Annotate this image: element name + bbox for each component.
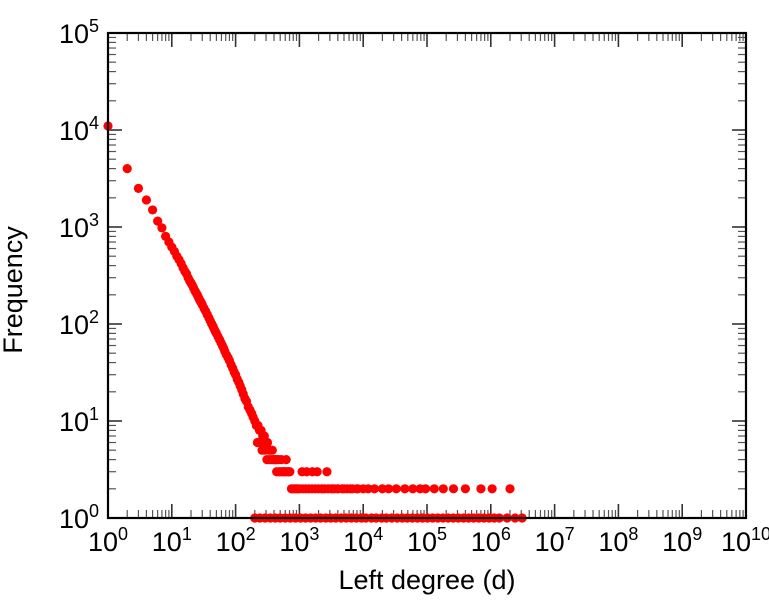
y-tick-label: 101: [59, 404, 99, 437]
x-tick-label: 102: [216, 524, 256, 557]
plot-frame-box: [106, 31, 748, 520]
x-axis-title: Left degree (d): [338, 565, 515, 595]
minor-tick-marks: [108, 33, 746, 518]
x-tick-label: 1010: [721, 524, 769, 557]
x-tick-label: 107: [535, 524, 575, 557]
x-tick-label: 105: [407, 524, 447, 557]
x-tick-label: 104: [343, 524, 383, 557]
x-tick-label: 108: [598, 524, 638, 557]
y-tick-label: 104: [59, 113, 99, 146]
y-axis-tick-labels: 100 101 102 103 104 105: [59, 16, 99, 534]
y-tick-label: 102: [59, 307, 99, 340]
x-tick-label: 106: [471, 524, 511, 557]
y-tick-label: 103: [59, 210, 99, 243]
x-tick-label: 100: [88, 524, 128, 557]
x-tick-label: 103: [279, 524, 319, 557]
y-axis-title: Frequency: [0, 226, 28, 354]
data-point-markers: [103, 121, 527, 523]
y-tick-label: 105: [59, 16, 99, 49]
x-tick-label: 101: [152, 524, 192, 557]
x-axis-tick-labels: 100 101 102 103 104 105 106 107 108 109 1010: [88, 524, 769, 557]
x-tick-label: 109: [662, 524, 702, 557]
y-tick-label: 100: [59, 501, 99, 534]
